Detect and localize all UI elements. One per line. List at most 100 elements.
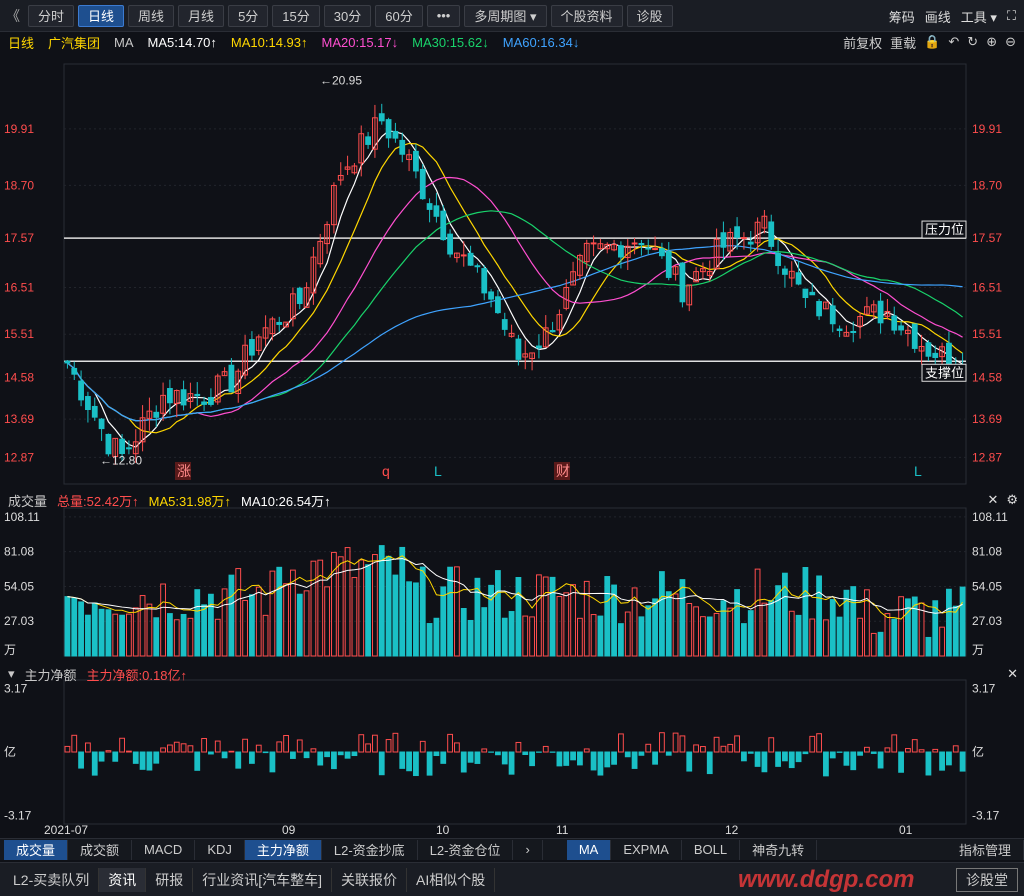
- flow-bar: [228, 750, 235, 753]
- period-tab[interactable]: 分时: [28, 4, 75, 27]
- candle: [406, 154, 412, 161]
- flow-bar: [64, 745, 71, 753]
- flow-bar: [939, 751, 945, 771]
- period-tab[interactable]: 周线: [128, 4, 175, 27]
- period-tab[interactable]: 多周期图 ▾: [464, 4, 547, 27]
- indicator-tab[interactable]: 神奇九转: [740, 839, 818, 860]
- flow-bar: [775, 751, 781, 767]
- candle: [276, 321, 283, 325]
- period-tab[interactable]: 日线: [78, 4, 125, 27]
- volume-bar: [419, 566, 426, 657]
- undo-icon[interactable]: ↶: [948, 34, 960, 49]
- info-tab[interactable]: 行业资讯[汽车整车]: [193, 867, 333, 892]
- candle: [433, 205, 440, 217]
- toolbar-right-item[interactable]: 筹码: [888, 9, 915, 25]
- volume-bar: [693, 606, 699, 657]
- zoom-out-icon[interactable]: ⊖: [1005, 34, 1016, 49]
- info-tab[interactable]: 关联报价: [332, 867, 408, 892]
- refresh-icon[interactable]: ↻: [967, 34, 979, 49]
- volume-bar: [269, 570, 276, 657]
- flow-bar: [857, 751, 863, 756]
- flow-bar: [891, 734, 898, 753]
- volume-bar: [290, 569, 296, 657]
- indicator-tab[interactable]: 主力净额: [244, 839, 322, 860]
- period-tab[interactable]: 月线: [178, 4, 225, 27]
- info-tab[interactable]: 诊股堂: [956, 867, 1018, 892]
- info-tab[interactable]: 研报: [146, 867, 194, 892]
- candle: [460, 254, 467, 257]
- period-tab[interactable]: 个股资料: [550, 4, 623, 27]
- price-tick-left: 18.70: [4, 178, 34, 192]
- candle: [283, 321, 289, 328]
- candle: [290, 293, 296, 320]
- ma10-value: MA10:14.93↑: [230, 34, 308, 50]
- close-icon[interactable]: ✕: [1007, 666, 1018, 681]
- flow-bar: [864, 746, 870, 753]
- toolbar-right-item[interactable]: ⛶: [1006, 8, 1016, 23]
- flow-bar: [700, 746, 706, 753]
- period-tab[interactable]: 60分: [375, 4, 423, 27]
- volume-bar: [358, 559, 365, 657]
- volume-bar: [700, 616, 706, 657]
- flow-bar: [71, 734, 78, 753]
- info-tab[interactable]: L2-买卖队列: [4, 867, 100, 892]
- candle: [91, 405, 98, 418]
- period-label: 日线: [8, 35, 35, 51]
- volume-tick-left: 108.11: [4, 510, 40, 524]
- flow-bar: [426, 751, 433, 776]
- volume-bar: [399, 546, 406, 657]
- indicator-tab[interactable]: MA: [566, 839, 612, 860]
- volume-bar: [508, 611, 515, 657]
- candle: [713, 238, 720, 270]
- gear-icon[interactable]: ⚙: [1006, 492, 1018, 507]
- reload-button[interactable]: 重载: [890, 35, 917, 51]
- collapse-icon[interactable]: ▾: [8, 666, 15, 681]
- kline-chart[interactable]: 19.91 19.91 18.70 18.70 17.57 17.57 16.51 16.51…: [0, 52, 1024, 838]
- flow-bar: [741, 751, 747, 762]
- flow-bar: [747, 751, 754, 754]
- zoom-in-icon[interactable]: ⊕: [986, 34, 998, 49]
- flow-bar: [481, 748, 488, 753]
- flow-bar: [665, 751, 672, 756]
- volume-bar: [139, 595, 146, 657]
- toolbar-right-item[interactable]: 工具 ▾: [960, 9, 997, 25]
- candle: [64, 360, 71, 364]
- volume-tick-left: 54.05: [4, 579, 34, 593]
- close-icon[interactable]: ✕: [987, 492, 999, 507]
- x-tick: 2021-07: [44, 823, 88, 837]
- info-tab[interactable]: 资讯: [99, 867, 147, 892]
- lock-icon[interactable]: 🔒: [924, 34, 941, 49]
- flow-bar: [590, 751, 597, 771]
- volume-bar: [78, 601, 84, 657]
- candle: [624, 245, 631, 259]
- flow-bar: [761, 751, 768, 773]
- indicator-tab[interactable]: 成交额: [68, 839, 133, 860]
- indicator-tab[interactable]: KDJ: [195, 839, 245, 860]
- candle: [829, 305, 836, 325]
- period-tab[interactable]: 30分: [323, 4, 372, 27]
- period-tab[interactable]: 5分: [228, 4, 269, 27]
- period-tab[interactable]: •••: [426, 4, 461, 27]
- collapse-left-icon[interactable]: 《: [6, 7, 20, 24]
- info-tab[interactable]: AI相似个股: [407, 867, 496, 892]
- volume-ma5: MA5:31.98万↑: [148, 493, 232, 509]
- indicator-tab[interactable]: L2-资金抄底: [322, 839, 418, 860]
- period-tab[interactable]: 诊股: [626, 4, 673, 27]
- indicator-tab[interactable]: EXPMA: [611, 839, 682, 860]
- indicator-tab[interactable]: MACD: [132, 839, 196, 860]
- indicator-tab[interactable]: 成交量: [4, 839, 69, 860]
- volume-bar: [611, 584, 617, 657]
- candle: [160, 394, 166, 414]
- indicator-tab[interactable]: BOLL: [682, 839, 741, 860]
- indicator-tab[interactable]: L2-资金仓位: [418, 839, 514, 860]
- period-tab[interactable]: 15分: [272, 4, 320, 27]
- flow-bar: [563, 751, 570, 766]
- flow-tick-left: 3.17: [4, 682, 28, 696]
- indicator-tab[interactable]: ›: [513, 839, 543, 860]
- price-tick-right: 18.70: [972, 178, 1002, 192]
- adjust-button[interactable]: 前复权: [843, 35, 883, 51]
- indicator-tab[interactable]: 指标管理: [947, 839, 1024, 860]
- flow-tick-left: -3.17: [4, 808, 32, 822]
- flow-bar: [932, 748, 939, 753]
- toolbar-right-item[interactable]: 画线: [924, 9, 951, 25]
